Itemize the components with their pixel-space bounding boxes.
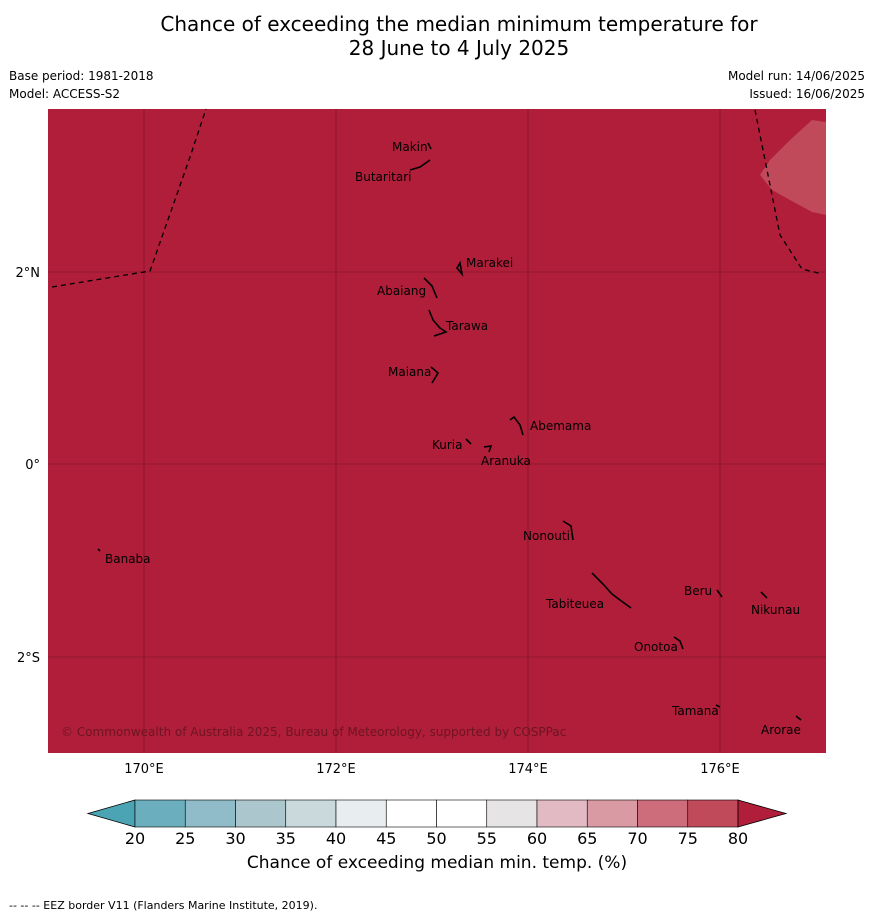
lat-axis: 2°N 0° 2°S: [16, 266, 41, 666]
colorbar-extend-low: [86, 799, 136, 828]
islands: [97, 142, 802, 721]
map-copyright: © Commonwealth of Australia 2025, Bureau…: [61, 725, 566, 739]
title-line-2: 28 June to 4 July 2025: [348, 36, 570, 60]
lat-tick-2s: 2°S: [17, 651, 40, 666]
colorbar-tick: 40: [326, 829, 346, 848]
colorbar-bin: [586, 799, 638, 828]
colorbar-bin: [335, 799, 387, 828]
colorbar-bin: [536, 799, 588, 828]
colorbar-tick-labels: 20 25 30 35 40 45 50 55 60 65 70 75 80: [125, 829, 748, 848]
issued-date: Issued: 16/06/2025: [749, 87, 865, 101]
island-aranuka: [483, 445, 493, 453]
label-butaritari: Butaritari: [355, 170, 412, 184]
meta-left: Base period: 1981-2018 Model: ACCESS-S2: [9, 67, 154, 103]
map-background: [48, 109, 826, 753]
label-abemama: Abemama: [530, 419, 591, 433]
label-tabiteuea: Tabiteuea: [545, 597, 604, 611]
colorbar-label: Chance of exceeding median min. temp. (%…: [246, 853, 628, 873]
island-tamana: [715, 704, 721, 708]
island-abemama: [509, 415, 524, 436]
island-arorae: [795, 715, 802, 721]
label-onotoa: Onotoa: [634, 640, 678, 654]
label-kuria: Kuria: [432, 438, 463, 452]
colorbar-tick: 30: [225, 829, 245, 848]
island-onotoa: [673, 636, 684, 650]
colorbar-tick: 60: [527, 829, 547, 848]
place-labels: Makin Butaritari Marakei Abaiang Tarawa …: [105, 140, 801, 737]
island-tarawa: [428, 309, 448, 337]
lon-tick-172e: 172°E: [316, 762, 356, 777]
label-arorae: Arorae: [761, 723, 801, 737]
label-nonouti: Nonouti: [523, 529, 570, 543]
title-line-1: Chance of exceeding the median minimum t…: [160, 12, 758, 36]
colorbar-tick: 55: [477, 829, 497, 848]
lon-tick-174e: 174°E: [508, 762, 548, 777]
eez-borders: [51, 108, 823, 288]
label-marakei: Marakei: [466, 256, 513, 270]
model-name: Model: ACCESS-S2: [9, 87, 121, 101]
base-period: Base period: 1981-2018: [9, 69, 154, 83]
label-maiana: Maiana: [388, 365, 431, 379]
island-nonouti: [562, 520, 574, 541]
island-banaba: [97, 548, 101, 552]
colorbar-bin: [637, 799, 689, 828]
colorbar-bin: [184, 799, 236, 828]
eez-footnote: -- -- -- EEZ border V11 (Flanders Marine…: [9, 899, 318, 912]
eez-border-west: [51, 108, 207, 288]
label-abaiang: Abaiang: [377, 284, 426, 298]
lon-tick-176e: 176°E: [700, 762, 740, 777]
model-run: Model run: 14/06/2025: [727, 69, 865, 83]
eez-border-east: [754, 109, 823, 275]
colorbar-tick: 25: [175, 829, 195, 848]
island-nikunau: [760, 591, 768, 599]
island-makin: [427, 142, 432, 150]
meta-right: Model run: 14/06/2025 Issued: 16/06/2025: [728, 67, 865, 103]
label-nikunau: Nikunau: [751, 603, 800, 617]
lat-tick-0: 0°: [25, 458, 40, 473]
colorbar-tick: 70: [627, 829, 647, 848]
island-butaritari: [409, 159, 431, 171]
colorbar-bin: [285, 799, 337, 828]
colorbar-bin: [687, 799, 739, 828]
colorbar-tick: 50: [426, 829, 446, 848]
graticule: [48, 109, 826, 753]
island-tabiteuea: [591, 572, 632, 609]
island-abaiang: [423, 277, 438, 299]
colorbar-tick: 75: [678, 829, 698, 848]
label-tamana: Tamana: [671, 704, 719, 718]
label-banaba: Banaba: [105, 552, 151, 566]
island-kuria: [465, 438, 472, 445]
colorbar-bin: [486, 799, 538, 828]
colorbar-bin: [235, 799, 287, 828]
island-beru: [716, 589, 723, 598]
label-beru: Beru: [684, 584, 712, 598]
colorbar: [86, 799, 788, 828]
chart-title: Chance of exceeding the median minimum t…: [0, 12, 873, 60]
probability-patch: [760, 120, 826, 215]
colorbar-tick: 45: [376, 829, 396, 848]
colorbar-tick: 80: [728, 829, 748, 848]
colorbar-tick: 65: [577, 829, 597, 848]
label-tarawa: Tarawa: [445, 319, 488, 333]
lon-tick-170e: 170°E: [124, 762, 164, 777]
label-aranuka: Aranuka: [481, 454, 531, 468]
lon-axis: 170°E 172°E 174°E 176°E: [124, 762, 740, 777]
lat-tick-2n: 2°N: [16, 266, 41, 281]
colorbar-bin: [134, 799, 186, 828]
colorbar-tick: 35: [276, 829, 296, 848]
island-maiana: [430, 366, 440, 384]
label-makin: Makin: [392, 140, 428, 154]
island-marakei: [456, 260, 464, 277]
colorbar-tick: 20: [125, 829, 145, 848]
colorbar-bin: [436, 799, 488, 828]
colorbar-extend-high: [737, 799, 788, 828]
colorbar-bin: [385, 799, 437, 828]
